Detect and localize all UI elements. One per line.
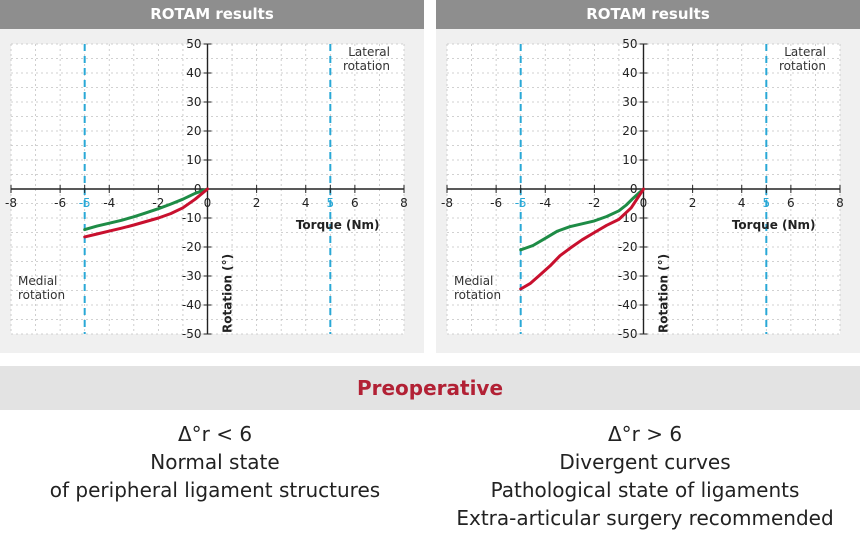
- x-tick-label: 8: [836, 196, 844, 210]
- caption-left: Δ°r < 6 Normal state of peripheral ligam…: [0, 420, 430, 504]
- green-curve: [519, 187, 645, 252]
- y-tick-label: 10: [622, 153, 637, 167]
- x-tick-label: 0: [204, 196, 212, 210]
- lateral-rotation-annotation: Lateral: [348, 45, 390, 59]
- lateral-rotation-annotation: Lateral: [784, 45, 826, 59]
- y-tick-label: 0: [630, 182, 638, 196]
- y-tick-label: 50: [622, 37, 637, 51]
- y-tick-label: -10: [182, 211, 202, 225]
- red-curve: [83, 187, 209, 239]
- caption-right-line-3: Pathological state of ligaments: [490, 478, 800, 502]
- green-curve: [83, 187, 209, 232]
- medial-rotation-annotation: Medial: [454, 274, 493, 288]
- medial-rotation-annotation: rotation: [454, 288, 501, 302]
- chart-title-left: ROTAM results: [0, 0, 424, 29]
- x-tick-label: -2: [152, 196, 164, 210]
- lateral-rotation-annotation: rotation: [343, 59, 390, 73]
- y-tick-label: 40: [186, 66, 201, 80]
- x-tick-label: -8: [5, 196, 17, 210]
- medial-rotation-annotation: rotation: [18, 288, 65, 302]
- y-tick-label: -20: [182, 240, 202, 254]
- x-tick-label: -8: [441, 196, 453, 210]
- y-tick-label: -30: [182, 269, 202, 283]
- plot-area-left: -8 -6 -5 -4 -2 0 2 4 5 6 850403020100-10-20-30-40-…: [5, 37, 408, 341]
- x-tick-label: -6: [490, 196, 502, 210]
- y-tick-label: -50: [618, 327, 638, 341]
- x-tick-label: 8: [400, 196, 408, 210]
- chart-panel-left: ROTAM results -8 -6 -5 -4 -2 0 2 4 5 6 8 50 40 30 20 10…: [0, 0, 424, 353]
- red-curve: [519, 187, 645, 291]
- medial-rotation-annotation: Medial: [18, 274, 57, 288]
- x-tick-label: 5: [762, 196, 770, 210]
- y-tick-label: -40: [618, 298, 638, 312]
- x-tick-label: -6: [54, 196, 66, 210]
- caption-right-line-4: Extra-articular surgery recommended: [456, 506, 834, 530]
- x-tick-label: 2: [689, 196, 697, 210]
- preoperative-banner: Preoperative: [0, 366, 860, 410]
- caption-left-line-2: Normal state: [150, 450, 280, 474]
- x-tick-label: 2: [253, 196, 261, 210]
- y-tick-label: -50: [182, 327, 202, 341]
- chart-title-right: ROTAM results: [436, 0, 860, 29]
- y-tick-label: -20: [618, 240, 638, 254]
- x-tick-label: 5: [326, 196, 334, 210]
- x-tick-label: 6: [787, 196, 795, 210]
- caption-right-line-1: Δ°r > 6: [607, 422, 683, 446]
- y-axis-label: Rotation (°): [221, 254, 235, 333]
- x-tick-label: -5: [515, 196, 527, 210]
- y-tick-label: 20: [622, 124, 637, 138]
- caption-left-line-1: Δ°r < 6: [177, 422, 253, 446]
- caption-right-line-2: Divergent curves: [559, 450, 731, 474]
- x-axis-label: Torque (Nm): [732, 218, 816, 232]
- caption-left-line-3: of peripheral ligament structures: [49, 478, 381, 502]
- y-tick-label: 30: [622, 95, 637, 109]
- x-tick-label: 6: [351, 196, 359, 210]
- x-tick-label: 0: [640, 196, 648, 210]
- y-tick-label: -30: [618, 269, 638, 283]
- y-tick-label: 50: [186, 37, 201, 51]
- plot-area-right: -8 -6 -5 -4 -2 0 2 4 5 6 850403020100-10-20-30-40-…: [441, 37, 844, 341]
- x-axis-label: Torque (Nm): [296, 218, 380, 232]
- y-tick-label: 0: [194, 182, 202, 196]
- x-tick-label: -4: [103, 196, 115, 210]
- chart-panel-right: ROTAM results -8 -6 -5 -4 -2 0 2 4 5 6 8 50 40 30 20 10…: [436, 0, 860, 353]
- x-tick-label: 4: [738, 196, 746, 210]
- x-tick-label: -2: [588, 196, 600, 210]
- caption-right: Δ°r > 6 Divergent curves Pathological st…: [430, 420, 860, 532]
- y-axis-label: Rotation (°): [657, 254, 671, 333]
- y-tick-label: -40: [182, 298, 202, 312]
- y-tick-label: 40: [622, 66, 637, 80]
- x-tick-label: 4: [302, 196, 310, 210]
- y-tick-label: 30: [186, 95, 201, 109]
- lateral-rotation-annotation: rotation: [779, 59, 826, 73]
- x-tick-label: -4: [539, 196, 551, 210]
- x-tick-label: -5: [79, 196, 91, 210]
- y-tick-label: 10: [186, 153, 201, 167]
- y-tick-label: 20: [186, 124, 201, 138]
